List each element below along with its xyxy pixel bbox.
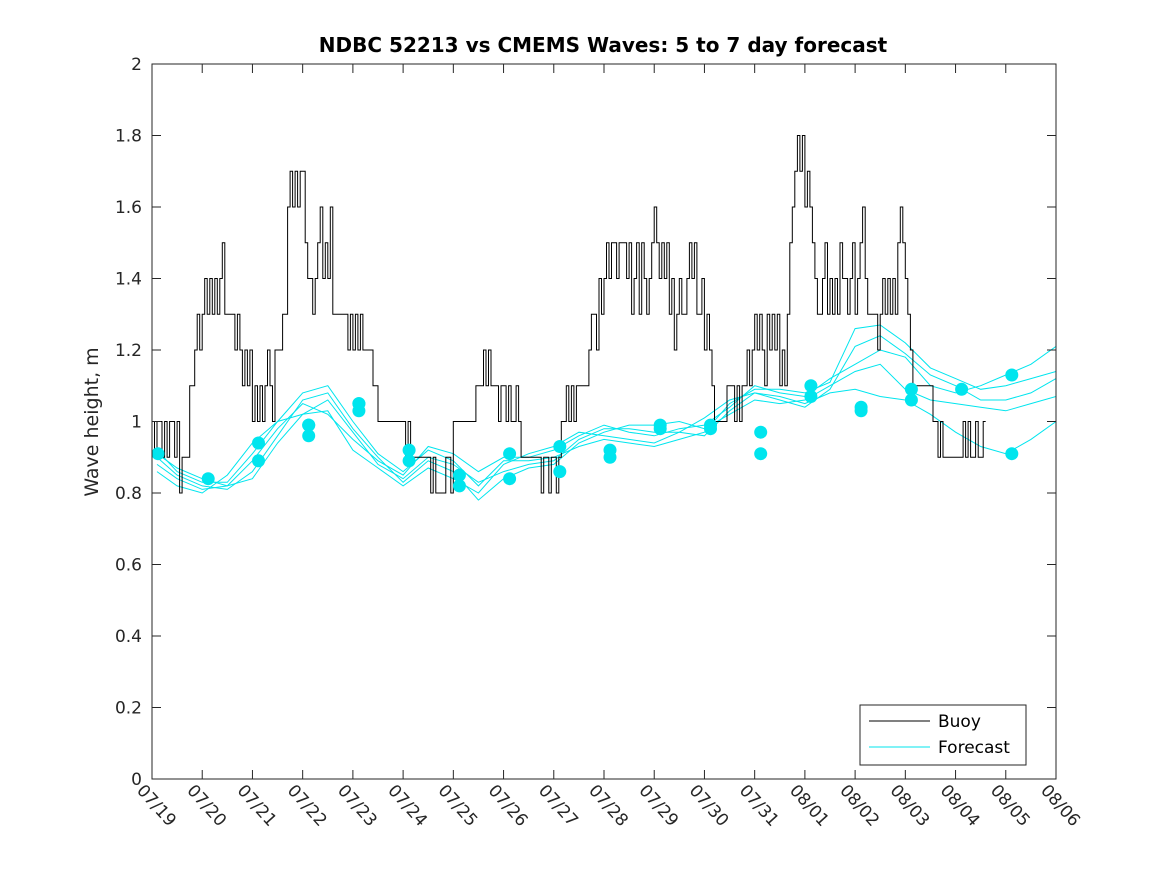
x-tick-label: 07/29 <box>635 781 683 831</box>
forecast-marker <box>452 468 466 482</box>
x-tick-label: 07/27 <box>534 781 582 831</box>
forecast-marker <box>152 447 165 461</box>
x-tick-label: 08/02 <box>835 781 883 831</box>
legend-buoy-label: Buoy <box>938 712 981 732</box>
y-tick-label: 1.2 <box>115 341 142 361</box>
forecast-marker <box>503 472 517 486</box>
x-tick-label: 07/23 <box>333 781 381 831</box>
forecast-marker <box>402 454 416 468</box>
forecast-marker <box>252 454 265 468</box>
forecast-marker <box>754 425 768 439</box>
x-tick-label: 07/31 <box>735 781 783 831</box>
plot-area <box>152 135 1056 501</box>
x-tick-label: 07/26 <box>484 781 532 831</box>
y-tick-label: 0.4 <box>115 627 142 647</box>
forecast-marker <box>754 447 768 461</box>
forecast-marker <box>553 440 567 453</box>
legend: Buoy Forecast <box>859 704 1027 766</box>
forecast-line-3 <box>156 363 1056 501</box>
forecast-marker <box>804 379 818 393</box>
x-tick-label: 08/06 <box>1036 781 1084 831</box>
y-tick-label: 1.4 <box>115 270 142 290</box>
forecast-marker <box>302 418 316 432</box>
legend-forecast-label: Forecast <box>938 738 1010 758</box>
forecast-marker <box>653 422 667 436</box>
forecast-marker <box>1005 447 1019 461</box>
forecast-line-0 <box>156 388 1056 487</box>
forecast-marker <box>452 479 466 493</box>
forecast-marker <box>201 472 215 486</box>
forecast-marker <box>352 397 366 411</box>
forecast-marker <box>804 390 818 403</box>
x-tick-label: 07/19 <box>132 781 180 831</box>
x-tick-label: 07/22 <box>283 781 331 831</box>
legend-box <box>859 704 1027 766</box>
forecast-marker <box>904 393 918 407</box>
forecast-marker <box>252 436 265 450</box>
forecast-marker <box>854 404 868 418</box>
forecast-marker <box>603 450 617 464</box>
y-tick-label: 2 <box>131 55 142 75</box>
forecast-marker <box>904 382 918 396</box>
y-axis-label: Wave height, m <box>81 347 103 496</box>
forecast-marker <box>302 429 316 443</box>
x-tick-label: 07/25 <box>434 781 482 831</box>
x-tick-label: 07/20 <box>183 781 231 831</box>
x-tick-label: 08/01 <box>785 781 833 831</box>
forecast-marker <box>704 422 717 436</box>
y-tick-label: 0 <box>131 770 142 790</box>
y-tick-label: 0.8 <box>115 484 142 504</box>
x-tick-label: 07/24 <box>383 781 431 831</box>
series-group <box>152 135 1056 501</box>
y-tick-label: 1.6 <box>115 198 142 218</box>
forecast-line-2 <box>156 335 1056 494</box>
x-tick-label: 08/05 <box>986 781 1034 831</box>
x-tick-label: 07/28 <box>584 781 632 831</box>
x-tick-label: 07/21 <box>233 781 281 831</box>
y-tick-label: 0.2 <box>115 699 142 719</box>
buoy-line <box>152 135 986 494</box>
forecast-marker <box>553 465 567 479</box>
y-tick-label: 1 <box>131 413 142 433</box>
chart-title: NDBC 52213 vs CMEMS Waves: 5 to 7 day fo… <box>319 33 888 57</box>
x-tick-label: 08/03 <box>886 781 934 831</box>
forecast-line-4 <box>156 324 1056 487</box>
y-tick-label: 1.8 <box>115 127 142 147</box>
forecast-marker <box>955 382 969 396</box>
forecast-marker <box>503 447 517 461</box>
forecast-marker <box>402 443 416 457</box>
forecast-marker <box>1005 368 1019 382</box>
x-tick-label: 08/04 <box>936 781 984 831</box>
x-tick-label: 07/30 <box>685 781 733 831</box>
y-tick-label: 0.6 <box>115 556 142 576</box>
forecast-line-1 <box>156 345 1056 490</box>
